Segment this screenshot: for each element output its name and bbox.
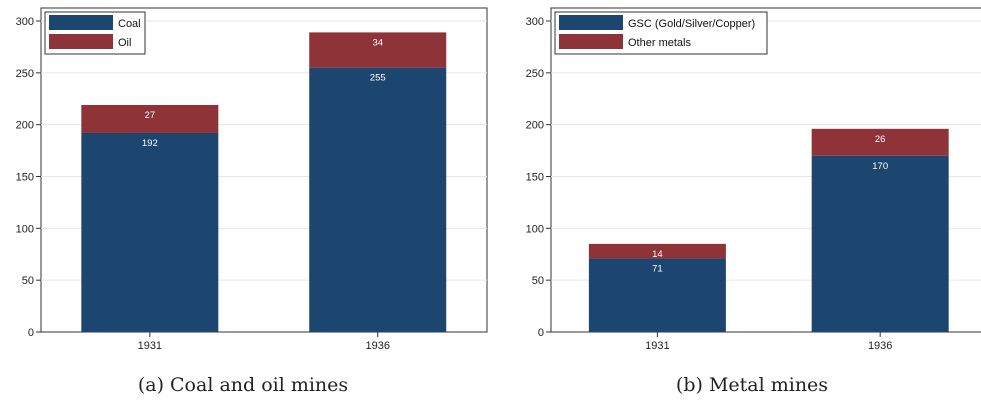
caption-coal-oil: (a) Coal and oil mines (138, 374, 348, 396)
y-tick-label: 250 (526, 68, 544, 80)
y-tick-label: 0 (28, 327, 34, 339)
bar-gsc-gold-silver-copper--1936 (811, 155, 949, 332)
y-tick-label: 0 (538, 327, 544, 339)
y-tick-label: 50 (22, 275, 34, 287)
bar-coal-1936 (309, 67, 447, 333)
panel-metal: 0 50 100 150 200 250 300 71 14 1931 170 26 1936 GSC (… (526, 7, 981, 352)
plot-frame (40, 7, 488, 333)
bar-value-label: 27 (145, 110, 156, 121)
legend-swatch (49, 15, 113, 30)
x-tick-label: 1936 (868, 340, 892, 352)
y-tick-label: 100 (16, 223, 34, 235)
x-tick-label: 1931 (645, 340, 669, 352)
caption-metal: (b) Metal mines (676, 374, 828, 396)
y-tick-label: 300 (16, 16, 34, 28)
y-tick-label: 200 (526, 120, 544, 132)
y-tick-label: 200 (16, 120, 34, 132)
bar-value-label: 34 (372, 37, 383, 48)
panel-coal-oil: 0 50 100 150 200 250 300 192 27 1931 255 34 1936 Coal… (16, 7, 488, 352)
bar-value-label: 71 (652, 263, 663, 274)
bar-other-metals-1931 (588, 243, 726, 259)
y-tick-label: 100 (526, 223, 544, 235)
legend-label: Other metals (628, 37, 691, 49)
legend-swatch (559, 34, 623, 49)
bar-value-label: 192 (142, 138, 158, 149)
bar-value-label: 14 (652, 249, 663, 260)
bar-coal-1931 (81, 132, 219, 332)
y-tick-label: 300 (526, 16, 544, 28)
bar-oil-1931 (81, 104, 219, 133)
legend-label: Coal (118, 18, 141, 30)
legend-label: GSC (Gold/Silver/Copper) (628, 18, 755, 30)
x-tick-label: 1931 (138, 340, 162, 352)
legend-swatch (559, 15, 623, 30)
y-tick-label: 250 (16, 68, 34, 80)
plot-frame (550, 7, 981, 333)
bar-value-label: 170 (872, 161, 888, 172)
bar-value-label: 26 (875, 134, 886, 145)
y-tick-label: 50 (532, 275, 544, 287)
y-tick-label: 150 (16, 172, 34, 184)
bar-gsc-gold-silver-copper--1931 (588, 258, 726, 332)
x-tick-label: 1936 (365, 340, 389, 352)
y-tick-label: 150 (526, 172, 544, 184)
bar-other-metals-1936 (811, 128, 949, 156)
bar-oil-1936 (309, 32, 447, 68)
legend-swatch (49, 34, 113, 49)
legend-label: Oil (118, 37, 131, 49)
bar-value-label: 255 (370, 73, 386, 84)
